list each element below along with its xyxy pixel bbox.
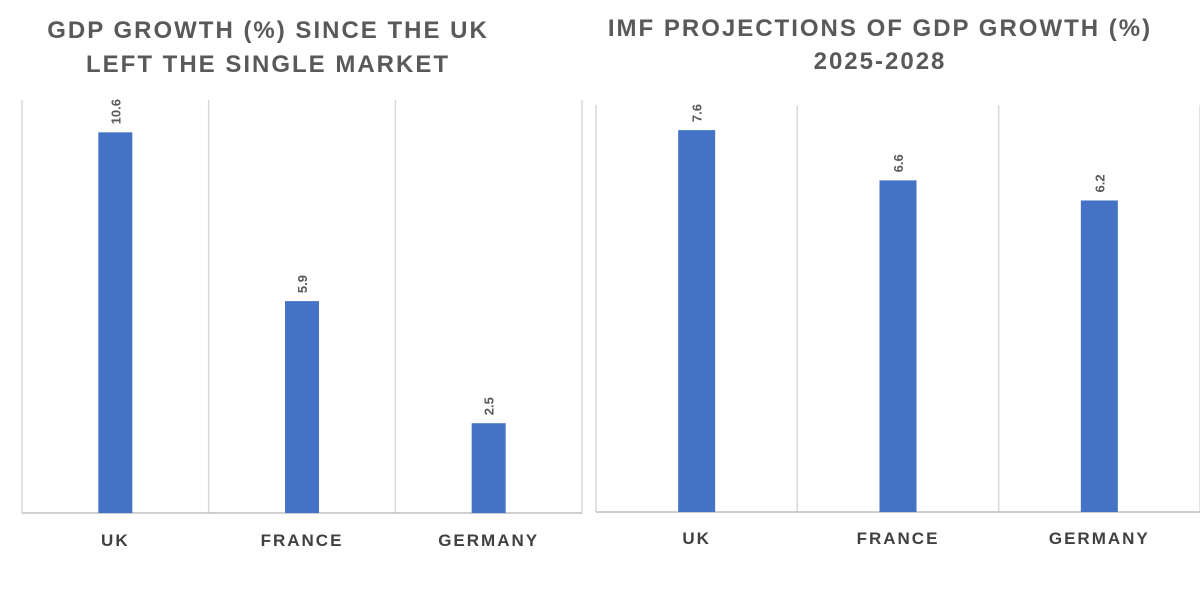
chart2-bar-france [879,180,917,513]
chart1-bar-uk [98,132,133,514]
chart1-data-label-france: 5.9 [295,275,310,293]
chart2-title-line1: IMF PROJECTIONS OF GDP GROWTH (%) [608,15,1152,42]
chart1-category-label-germany: GERMANY [438,531,539,550]
chart1-title-line1: GDP GROWTH (%) SINCE THE UK [47,17,489,44]
chart2-bar-germany [1080,200,1118,513]
chart1-plot: 10.6 UK 5.9 FRANCE 2.5 GERMANY [21,99,583,550]
plot-layer: 10.6 UK 5.9 FRANCE 2.5 GERMANY 7.6 UK 6.6 FRANCE 6… [21,99,1200,550]
chart2-plot: 7.6 UK 6.6 FRANCE 6.2 GERMANY [595,104,1200,548]
chart1-bar-france [285,301,319,513]
chart2-data-label-germany: 6.2 [1092,174,1107,192]
chart1-bar-germany [471,423,506,513]
chart1-category-label-france: FRANCE [261,531,344,550]
chart2-category-label-france: FRANCE [857,529,940,548]
chart2-data-label-france: 6.6 [891,154,906,172]
chart1-title-line2: LEFT THE SINGLE MARKET [86,51,450,78]
chart2-title-line2: 2025-2028 [814,48,947,75]
chart1-data-label-germany: 2.5 [482,397,497,415]
chart2-category-label-uk: UK [682,529,711,548]
chart1-data-label-uk: 10.6 [108,99,123,124]
chart2-category-label-germany: GERMANY [1049,529,1150,548]
chart2-bar-uk [678,130,716,512]
chart1-category-label-uk: UK [101,531,130,550]
chart2-data-label-uk: 7.6 [690,104,705,122]
